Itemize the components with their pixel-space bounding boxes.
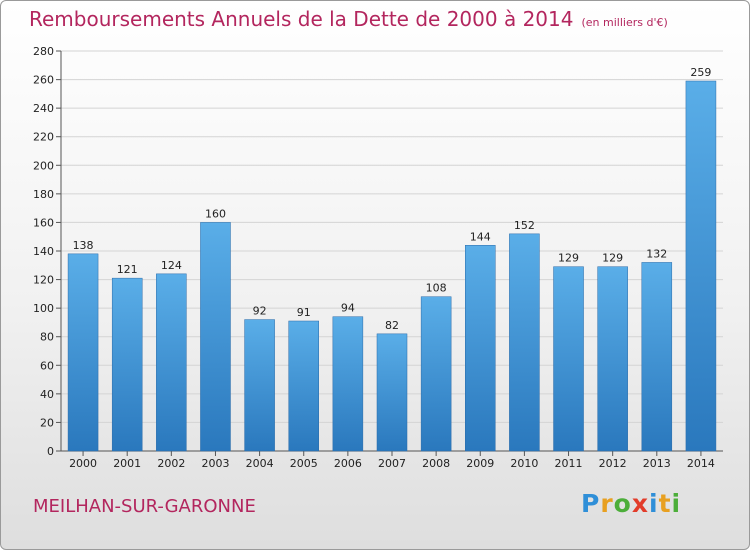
bar-2000 (67, 253, 99, 452)
data-label-2011: 129 (558, 252, 579, 265)
y-tick-label: 40 (40, 388, 54, 401)
logo-letter: P (581, 489, 601, 518)
data-label-2010: 152 (514, 219, 535, 232)
x-tick-label-2007: 2007 (378, 457, 406, 470)
y-tick-label: 200 (33, 159, 54, 172)
bar-2004 (244, 319, 275, 452)
commune-name: MEILHAN-SUR-GARONNE (33, 496, 256, 517)
logo-letter: i (649, 489, 659, 518)
y-tick-label: 280 (33, 45, 54, 58)
data-label-2012: 129 (602, 252, 623, 265)
data-labels: 138 121 124 160 92 91 94 82 108 144 152 129 129 132 25… (73, 66, 712, 332)
x-tick-label-2001: 2001 (113, 457, 141, 470)
proxiti-logo: Proxiti (581, 489, 681, 518)
bar-2014 (685, 80, 717, 452)
x-tick-label-2003: 2003 (201, 457, 229, 470)
bar-2010 (509, 233, 540, 452)
x-tick-label-2008: 2008 (422, 457, 450, 470)
bar-2012 (597, 266, 628, 452)
bar-2006 (332, 316, 364, 452)
y-tick-label: 0 (47, 445, 54, 458)
y-tick-label: 60 (40, 359, 54, 372)
data-label-2007: 82 (385, 319, 399, 332)
x-tick-label-2011: 2011 (555, 457, 583, 470)
x-tick-label-2002: 2002 (157, 457, 185, 470)
bar-2009 (465, 245, 496, 452)
x-tick-label-2012: 2012 (599, 457, 627, 470)
data-label-2000: 138 (73, 239, 94, 252)
bar-2008 (420, 296, 452, 452)
bar-2002 (156, 273, 187, 452)
y-tick-label: 260 (33, 74, 54, 87)
y-tick-label: 160 (33, 216, 54, 229)
chart-title-text: Remboursements Annuels de la Dette de 20… (29, 7, 574, 31)
x-tick-label-2000: 2000 (69, 457, 97, 470)
data-label-2009: 144 (470, 230, 491, 243)
data-label-2014: 259 (690, 66, 711, 79)
x-tick-label-2004: 2004 (246, 457, 274, 470)
logo-letter: i (671, 489, 682, 518)
bars (67, 80, 717, 452)
data-label-2003: 160 (205, 207, 226, 220)
y-tick-label: 220 (33, 131, 54, 144)
bar-2013 (641, 262, 673, 452)
data-label-2002: 124 (161, 259, 182, 272)
x-tick-label-2014: 2014 (687, 457, 715, 470)
bar-2003 (200, 222, 231, 452)
y-tick-label: 20 (40, 416, 54, 429)
data-label-2001: 121 (117, 263, 138, 276)
x-tick-label-2009: 2009 (466, 457, 494, 470)
chart-unit: (en milliers d'€) (581, 16, 668, 29)
x-tick-label-2006: 2006 (334, 457, 362, 470)
logo-letter: t (658, 489, 672, 518)
bar-2007 (376, 333, 408, 452)
data-label-2005: 91 (297, 306, 311, 319)
data-label-2004: 92 (253, 305, 267, 318)
y-tick-label: 180 (33, 188, 54, 201)
bar-2011 (553, 266, 584, 452)
y-tick-label: 80 (40, 331, 54, 344)
data-label-2006: 94 (341, 302, 355, 315)
x-tick-label-2010: 2010 (510, 457, 538, 470)
bar-2005 (288, 320, 319, 452)
data-label-2008: 108 (426, 282, 447, 295)
bar-2001 (111, 277, 143, 452)
logo-letter: r (600, 489, 614, 518)
y-tick-label: 120 (33, 274, 54, 287)
chart-title: Remboursements Annuels de la Dette de 20… (29, 7, 668, 31)
y-tick-label: 240 (33, 102, 54, 115)
x-tick-label-2013: 2013 (643, 457, 671, 470)
data-label-2013: 132 (646, 247, 667, 260)
logo-letter: x (631, 489, 649, 518)
y-tick-label: 100 (33, 302, 54, 315)
x-tick-label-2005: 2005 (290, 457, 318, 470)
y-tick-label: 140 (33, 245, 54, 258)
logo-letter: o (613, 489, 632, 518)
